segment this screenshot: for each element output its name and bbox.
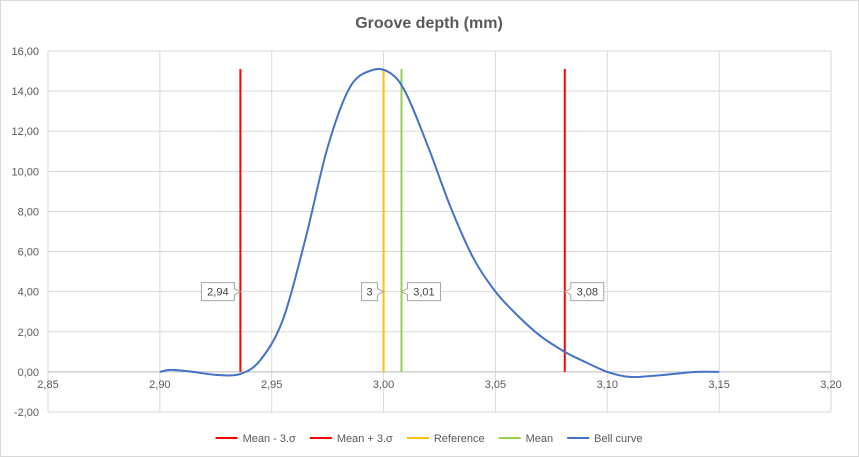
legend-label: Bell curve: [594, 433, 642, 445]
y-tick-label: 6,00: [18, 247, 39, 259]
y-tick-label: 8,00: [18, 206, 39, 218]
y-axis-tick-labels: -2,00 0,00 2,00 4,00 6,00 8,00 10,00 12,00 14,00…: [11, 46, 39, 419]
x-tick-label: 3,10: [597, 379, 618, 391]
data-label: 3: [367, 287, 373, 299]
x-axis-tick-labels: 2,85 2,90 2,95 3,00 3,05 3,10 3,15 3,20: [37, 379, 841, 391]
bell-curve-line: [159, 67, 720, 379]
y-tick-label: -2,00: [14, 407, 39, 419]
y-tick-label: 10,00: [11, 166, 39, 178]
legend: Mean - 3.σ Mean + 3.σ Reference Mean Bell cu…: [215, 433, 642, 445]
x-tick-label: 2,90: [149, 379, 170, 391]
plot-series: [159, 67, 720, 379]
y-tick-label: 4,00: [18, 287, 39, 299]
x-tick-label: 3,05: [485, 379, 506, 391]
data-label: 3,08: [577, 287, 598, 299]
legend-label: Mean: [526, 433, 554, 445]
x-tick-label: 3,15: [708, 379, 729, 391]
data-label-callouts: 2,94 3,08 3 3,01: [200, 282, 605, 302]
data-label: 2,94: [207, 287, 228, 299]
y-tick-label: 0,00: [18, 367, 39, 379]
y-tick-label: 14,00: [11, 86, 39, 98]
data-label: 3,01: [413, 287, 434, 299]
y-tick-label: 2,00: [18, 327, 39, 339]
x-tick-label: 3,00: [373, 379, 394, 391]
legend-label: Reference: [434, 433, 485, 445]
legend-label: Mean - 3.σ: [243, 433, 296, 445]
x-tick-label: 3,20: [820, 379, 841, 391]
chart-title: Groove depth (mm): [355, 15, 503, 32]
callout-box: [400, 282, 441, 302]
y-tick-label: 16,00: [11, 46, 39, 58]
grid-lines: [47, 50, 832, 413]
callout-box: [563, 282, 605, 302]
x-tick-label: 2,85: [37, 379, 58, 391]
callout-box: [361, 282, 385, 302]
x-tick-label: 2,95: [261, 379, 282, 391]
callout-box: [200, 282, 242, 302]
y-tick-label: 12,00: [11, 126, 39, 138]
legend-label: Mean + 3.σ: [337, 433, 393, 445]
